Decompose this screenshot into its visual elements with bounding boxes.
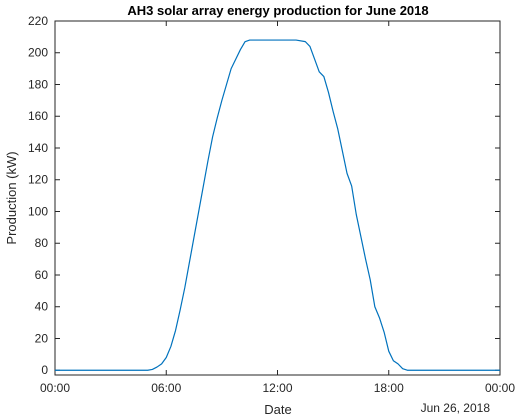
chart-title: AH3 solar array energy production for Ju…: [127, 3, 428, 18]
x-tick-label: 00:00: [485, 381, 515, 395]
series-line-0: [55, 39, 500, 371]
x-tick-label: 00:00: [40, 381, 70, 395]
y-tick-label: 100: [28, 204, 48, 218]
y-tick-label: 200: [28, 46, 48, 60]
y-tick-label: 20: [35, 331, 49, 345]
x-axis: 00:00 06:00 12:00 18:00 00:00: [40, 21, 515, 395]
y-tick-label: 120: [28, 173, 48, 187]
x-tick-label: 06:00: [151, 381, 181, 395]
plot-area: [54, 20, 501, 376]
y-tick-label: 180: [28, 77, 48, 91]
series-layer: [55, 39, 500, 371]
y-tick-label: 220: [28, 14, 48, 28]
y-axis: 0 20 40 60 80 100 120 140 160 180 200 220: [28, 14, 500, 377]
y-tick-label: 140: [28, 141, 48, 155]
x-tick-label: 12:00: [262, 381, 292, 395]
x-axis-label: Date: [264, 402, 291, 417]
y-tick-label: 60: [35, 268, 49, 282]
y-tick-label: 40: [35, 300, 49, 314]
x-tick-label: 18:00: [374, 381, 404, 395]
y-axis-label: Production (kW): [4, 151, 19, 244]
y-tick-label: 160: [28, 109, 48, 123]
x-axis-date-label: Jun 26, 2018: [421, 401, 491, 415]
y-tick-label: 0: [41, 363, 48, 377]
y-tick-label: 80: [35, 236, 49, 250]
